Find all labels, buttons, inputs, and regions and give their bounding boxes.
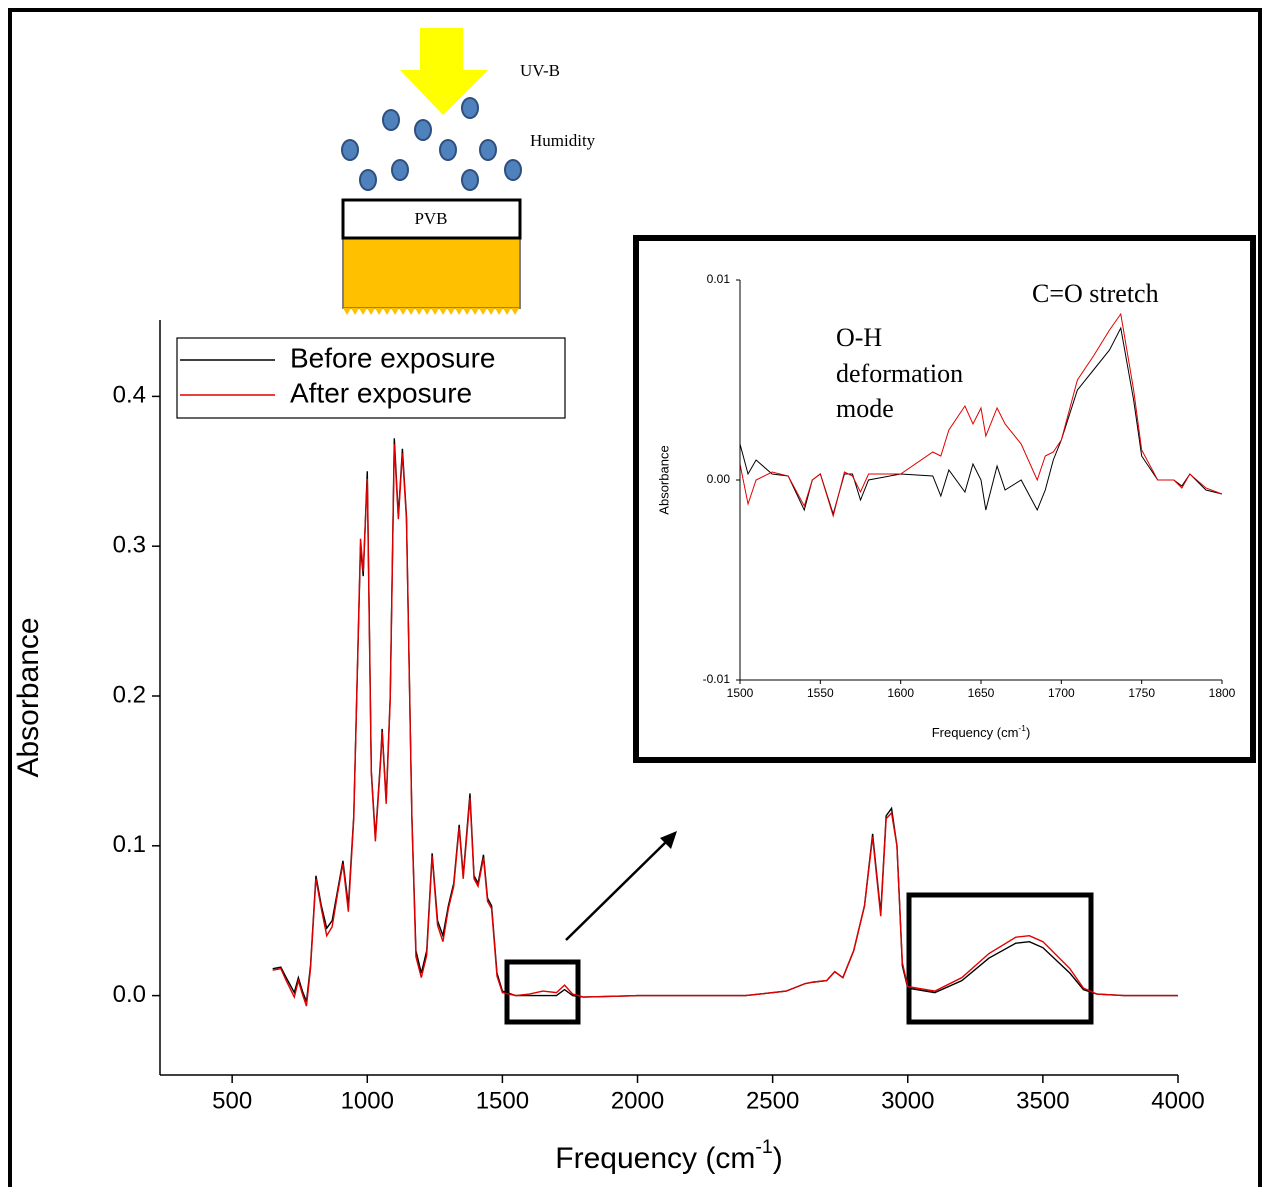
zoom-arrow-head: [660, 831, 677, 849]
y-tick-label: 0.4: [113, 382, 146, 409]
x-tick-label: 1000: [341, 1088, 394, 1115]
spectrum-line: [272, 444, 1178, 1007]
x-tick-label: 2500: [746, 1088, 799, 1115]
x-axis-label-text: Frequency (cm: [932, 725, 1019, 740]
pvb-layer: [341, 198, 522, 240]
y-tick-label: 0.3: [113, 532, 146, 559]
figure-border: [8, 8, 1262, 1187]
x-axis-label-end: ): [773, 1142, 783, 1175]
y-axis-label: Absorbance: [656, 445, 671, 514]
legend-label: Before exposure: [290, 342, 495, 373]
x-tick-label: 4000: [1151, 1088, 1204, 1115]
y-tick-label: 0.2: [113, 681, 146, 708]
pvb-label: PVB: [414, 209, 447, 228]
x-axis-label-text: Frequency (cm: [555, 1142, 755, 1175]
inset-frame: [633, 235, 1256, 763]
substrate: [342, 237, 521, 309]
inset-annotation: O-H: [836, 323, 882, 352]
x-tick-label: 1550: [807, 686, 834, 700]
inset-annotation: C=O stretch: [1032, 279, 1159, 308]
y-tick-label: 0.0: [113, 981, 146, 1008]
legend-box: [176, 337, 566, 419]
zoom-arrow: [565, 839, 669, 941]
spectrum-line: [739, 312, 1223, 518]
legend-label: After exposure: [290, 377, 472, 408]
y-tick-label: 0.01: [707, 272, 731, 286]
x-axis-label-sup: -1: [755, 1136, 772, 1158]
y-tick-label: 0.1: [113, 831, 146, 858]
x-tick-label: 1500: [476, 1088, 529, 1115]
x-tick-label: 3000: [881, 1088, 934, 1115]
x-tick-label: 1500: [727, 686, 754, 700]
inset-annotation: mode: [836, 394, 894, 423]
uv-label: UV-B: [520, 61, 560, 80]
x-tick-label: 1800: [1209, 686, 1236, 700]
x-axis-label-end: ): [1026, 725, 1030, 740]
y-axis-label: Absorbance: [12, 617, 45, 777]
x-tick-label: 1700: [1048, 686, 1075, 700]
x-tick-label: 1650: [968, 686, 995, 700]
inset-annotation: deformation: [836, 359, 963, 388]
x-tick-label: 3500: [1016, 1088, 1069, 1115]
substrate-teeth: [343, 308, 519, 315]
x-tick-label: 500: [212, 1088, 252, 1115]
uv-arrow: [400, 28, 488, 115]
x-tick-label: 2000: [611, 1088, 664, 1115]
x-tick-label: 1600: [887, 686, 914, 700]
humidity-drops: [341, 97, 522, 191]
highlight-box: [906, 892, 1094, 1025]
y-tick-label: -0.01: [703, 672, 731, 686]
x-tick-label: 1750: [1128, 686, 1155, 700]
x-axis-label-sup: -1: [1018, 723, 1026, 733]
x-axis-label: Frequency (cm-1): [932, 723, 1031, 740]
y-tick-label: 0.00: [707, 472, 731, 486]
humidity-label: Humidity: [530, 131, 596, 150]
x-axis-label: Frequency (cm-1): [555, 1136, 782, 1175]
